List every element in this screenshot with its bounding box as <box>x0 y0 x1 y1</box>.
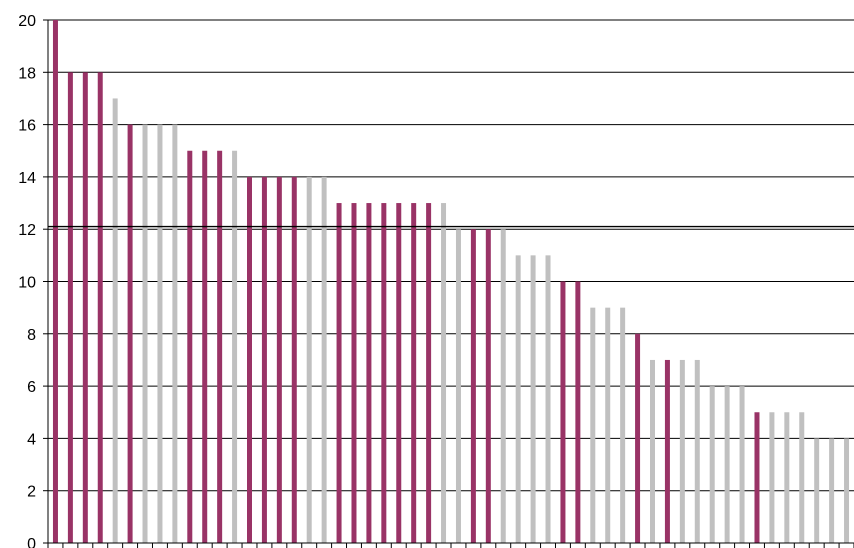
y-tick-label: 2 <box>27 484 36 501</box>
bar <box>575 281 581 543</box>
y-tick-label: 4 <box>27 431 36 448</box>
bar <box>724 386 730 543</box>
y-tick-label: 0 <box>27 536 36 548</box>
bar <box>157 124 163 543</box>
y-tick-labels: 0 2 4 6 8 10 12 14 16 18 20 <box>18 13 36 548</box>
bar <box>844 438 850 543</box>
bar <box>441 203 447 544</box>
bar <box>411 203 417 544</box>
bar <box>829 438 835 543</box>
bar <box>112 98 118 543</box>
bar <box>739 386 745 543</box>
bar <box>620 307 626 543</box>
bar <box>650 359 655 543</box>
bar <box>396 203 402 544</box>
bar <box>769 412 775 543</box>
bar <box>426 203 432 544</box>
bar <box>351 203 357 544</box>
bar <box>545 255 551 543</box>
bar <box>635 333 641 543</box>
bar <box>127 124 133 543</box>
gridlines <box>48 19 854 492</box>
bar <box>664 359 670 543</box>
y-tick-label: 10 <box>18 275 36 292</box>
y-tick-label: 12 <box>18 222 36 239</box>
bar <box>321 176 327 543</box>
bar <box>67 72 73 544</box>
y-tick-label: 20 <box>18 13 36 30</box>
bar <box>799 412 805 543</box>
y-tick-label: 16 <box>18 118 36 135</box>
bar <box>336 203 342 544</box>
bar <box>306 176 312 543</box>
bar <box>232 150 238 543</box>
bar <box>500 229 506 543</box>
y-tick-label: 14 <box>18 170 36 187</box>
bar <box>470 229 476 543</box>
y-tick-label: 18 <box>18 65 36 82</box>
bar <box>709 386 715 543</box>
bar <box>261 176 267 543</box>
bar <box>814 438 820 543</box>
bar <box>366 203 372 544</box>
bar <box>605 307 611 543</box>
bar <box>455 229 461 543</box>
bar <box>187 150 193 543</box>
bar <box>590 307 596 543</box>
bar <box>754 412 760 543</box>
axes <box>43 19 854 548</box>
bar <box>172 124 178 543</box>
bar <box>52 20 58 543</box>
bar <box>381 203 387 544</box>
bar <box>485 229 491 543</box>
bar <box>276 176 282 543</box>
bar <box>530 255 536 543</box>
bar <box>784 412 790 543</box>
bar <box>97 72 103 544</box>
bar <box>515 255 521 543</box>
bar <box>202 150 208 543</box>
bar <box>694 359 700 543</box>
bar <box>679 359 685 543</box>
bar <box>247 176 252 543</box>
y-tick-label: 8 <box>27 327 36 344</box>
bar <box>291 176 297 543</box>
bar <box>82 72 88 544</box>
bar <box>217 150 223 543</box>
y-tick-label: 6 <box>27 379 36 396</box>
bars <box>52 20 850 544</box>
bar <box>560 281 566 543</box>
bar <box>142 124 148 543</box>
